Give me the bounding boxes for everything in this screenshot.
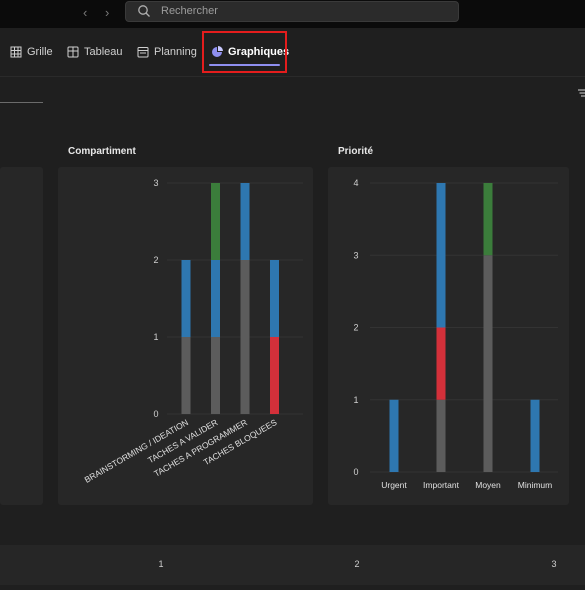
x-tick-label-urgent: Urgent — [381, 480, 407, 490]
view-tabs-bar: Grille Tableau Planning Graphiques — [0, 28, 585, 77]
y-tick-label: 1 — [353, 395, 358, 405]
pie-chart-icon — [212, 46, 223, 57]
bar-segment — [181, 337, 191, 414]
bar-segment — [270, 337, 279, 414]
active-tab-indicator — [209, 64, 280, 66]
tab-planning[interactable]: Planning — [137, 42, 197, 62]
calendar-icon — [137, 47, 149, 58]
bar-segment — [211, 183, 220, 260]
tab-tableau[interactable]: Tableau — [67, 42, 123, 62]
y-tick-label: 2 — [153, 255, 158, 265]
chart-title-priorite: Priorité — [338, 146, 374, 157]
bar-segment — [389, 399, 399, 472]
bar-segment — [270, 260, 279, 337]
filter-icon[interactable] — [578, 88, 585, 98]
tab-graphiques[interactable]: Graphiques — [211, 42, 289, 62]
y-tick-label: 0 — [353, 467, 358, 477]
bottom-axis: 1 2 3 — [158, 559, 556, 569]
search-placeholder: Rechercher — [161, 5, 218, 17]
back-arrow-icon[interactable]: ‹ — [83, 5, 88, 20]
x-tick-label-important: Important — [423, 480, 460, 490]
bar-segment — [530, 399, 540, 472]
priorite-chart: 0 1 2 3 4 Urgent Important Moyen Minimum — [353, 178, 558, 490]
title-bar: ‹ › Rechercher — [0, 0, 585, 28]
tab-tableau-label: Tableau — [84, 46, 123, 58]
y-tick-label: 2 — [353, 323, 358, 333]
search-icon — [138, 5, 150, 17]
bar-segment — [240, 183, 250, 260]
chart-panel-priorite: 0 1 2 3 4 Urgent Important Moyen Minimum — [328, 167, 569, 505]
bar-segment — [181, 260, 191, 337]
bar-segment — [211, 337, 220, 414]
filter-underline — [0, 102, 43, 103]
highlight-box — [202, 31, 287, 73]
bar-segment — [211, 260, 220, 337]
forward-arrow-icon[interactable]: › — [105, 5, 110, 20]
left-chart-panel — [0, 167, 43, 505]
chart-title-compartiment: Compartiment — [68, 146, 136, 157]
x-tick-label-moyen: Moyen — [475, 480, 501, 490]
y-tick-label: 0 — [153, 409, 158, 419]
y-tick-label: 3 — [353, 250, 358, 260]
x-tick-label-minimum: Minimum — [518, 480, 552, 490]
bar-segment — [240, 260, 250, 414]
x-tick-label: 1 — [158, 559, 163, 569]
x-tick-label: 3 — [551, 559, 556, 569]
tab-planning-label: Planning — [154, 46, 197, 58]
y-tick-label: 1 — [153, 332, 158, 342]
chart-panel-compartiment: 0 1 2 3 BRAINSTORMING / IDEATION TACHES A VAL… — [58, 167, 313, 505]
search-input[interactable]: Rechercher — [125, 1, 459, 22]
x-tick-label: 2 — [354, 559, 359, 569]
bar-segment — [436, 183, 446, 328]
bar-segment — [483, 183, 493, 256]
tab-grille-label: Grille — [27, 46, 53, 58]
bar-segment — [436, 327, 446, 400]
y-tick-label: 4 — [353, 178, 358, 188]
bottom-chart-panel: 1 2 3 — [0, 545, 585, 585]
bar-segment — [436, 399, 446, 472]
tab-graphiques-label: Graphiques — [228, 46, 290, 58]
board-icon — [67, 46, 79, 58]
grid-icon — [10, 46, 22, 58]
bar-segment — [483, 255, 493, 472]
tab-grille[interactable]: Grille — [10, 42, 53, 62]
y-tick-label: 3 — [153, 178, 158, 188]
